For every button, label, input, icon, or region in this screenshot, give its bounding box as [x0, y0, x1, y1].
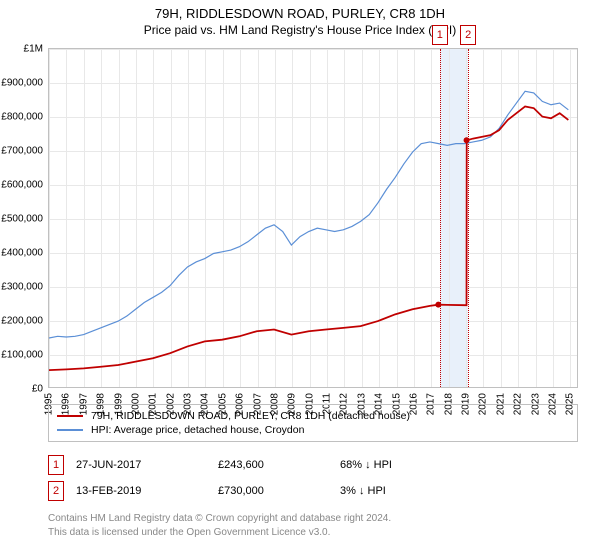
y-axis-labels: £0£100,000£200,000£300,000£400,000£500,0… [3, 49, 47, 387]
sale-date-2: 13-FEB-2019 [76, 485, 206, 497]
sale-marker-box: 1 [432, 25, 448, 45]
line-svg [49, 49, 577, 387]
sale-price-1: £243,600 [218, 459, 328, 471]
y-tick-label: £600,000 [1, 180, 43, 191]
sale-marker-box: 2 [460, 25, 476, 45]
sale-rows: 1 27-JUN-2017 £243,600 68% ↓ HPI 2 13-FE… [48, 452, 578, 504]
y-tick-label: £900,000 [1, 78, 43, 89]
y-tick-label: £200,000 [1, 316, 43, 327]
price-paid-line [49, 106, 568, 370]
sale-hpi-2: 3% ↓ HPI [340, 485, 460, 497]
y-tick-label: £0 [32, 384, 43, 395]
sale-row: 2 13-FEB-2019 £730,000 3% ↓ HPI [48, 478, 578, 504]
titles: 79H, RIDDLESDOWN ROAD, PURLEY, CR8 1DH P… [0, 0, 600, 37]
footer: Contains HM Land Registry data © Crown c… [48, 512, 578, 539]
y-tick-label: £500,000 [1, 214, 43, 225]
y-tick-label: £400,000 [1, 248, 43, 259]
sale-marker-1: 1 [48, 455, 64, 475]
sale-row: 1 27-JUN-2017 £243,600 68% ↓ HPI [48, 452, 578, 478]
y-tick-label: £700,000 [1, 146, 43, 157]
swatch-red [57, 415, 83, 417]
sale-dot [464, 137, 470, 143]
subtitle: Price paid vs. HM Land Registry's House … [0, 23, 600, 37]
legend-label-blue: HPI: Average price, detached house, Croy… [91, 424, 304, 436]
legend-row-red: 79H, RIDDLESDOWN ROAD, PURLEY, CR8 1DH (… [57, 409, 569, 423]
hpi-line [49, 91, 568, 338]
sale-dot [435, 302, 441, 308]
address-title: 79H, RIDDLESDOWN ROAD, PURLEY, CR8 1DH [0, 6, 600, 21]
sale-marker-2: 2 [48, 481, 64, 501]
legend-row-blue: HPI: Average price, detached house, Croy… [57, 423, 569, 437]
sale-date-1: 27-JUN-2017 [76, 459, 206, 471]
y-tick-label: £800,000 [1, 112, 43, 123]
y-tick-label: £300,000 [1, 282, 43, 293]
chart-wrap: 79H, RIDDLESDOWN ROAD, PURLEY, CR8 1DH P… [0, 0, 600, 560]
sale-hpi-1: 68% ↓ HPI [340, 459, 460, 471]
plot: £0£100,000£200,000£300,000£400,000£500,0… [48, 48, 578, 388]
legend: 79H, RIDDLESDOWN ROAD, PURLEY, CR8 1DH (… [48, 404, 578, 442]
y-tick-label: £100,000 [1, 350, 43, 361]
footer-line-1: Contains HM Land Registry data © Crown c… [48, 512, 578, 526]
legend-label-red: 79H, RIDDLESDOWN ROAD, PURLEY, CR8 1DH (… [91, 410, 410, 422]
footer-line-2: This data is licensed under the Open Gov… [48, 526, 578, 540]
sale-price-2: £730,000 [218, 485, 328, 497]
y-tick-label: £1M [24, 44, 43, 55]
chart-area: £0£100,000£200,000£300,000£400,000£500,0… [48, 48, 578, 388]
swatch-blue [57, 429, 83, 431]
